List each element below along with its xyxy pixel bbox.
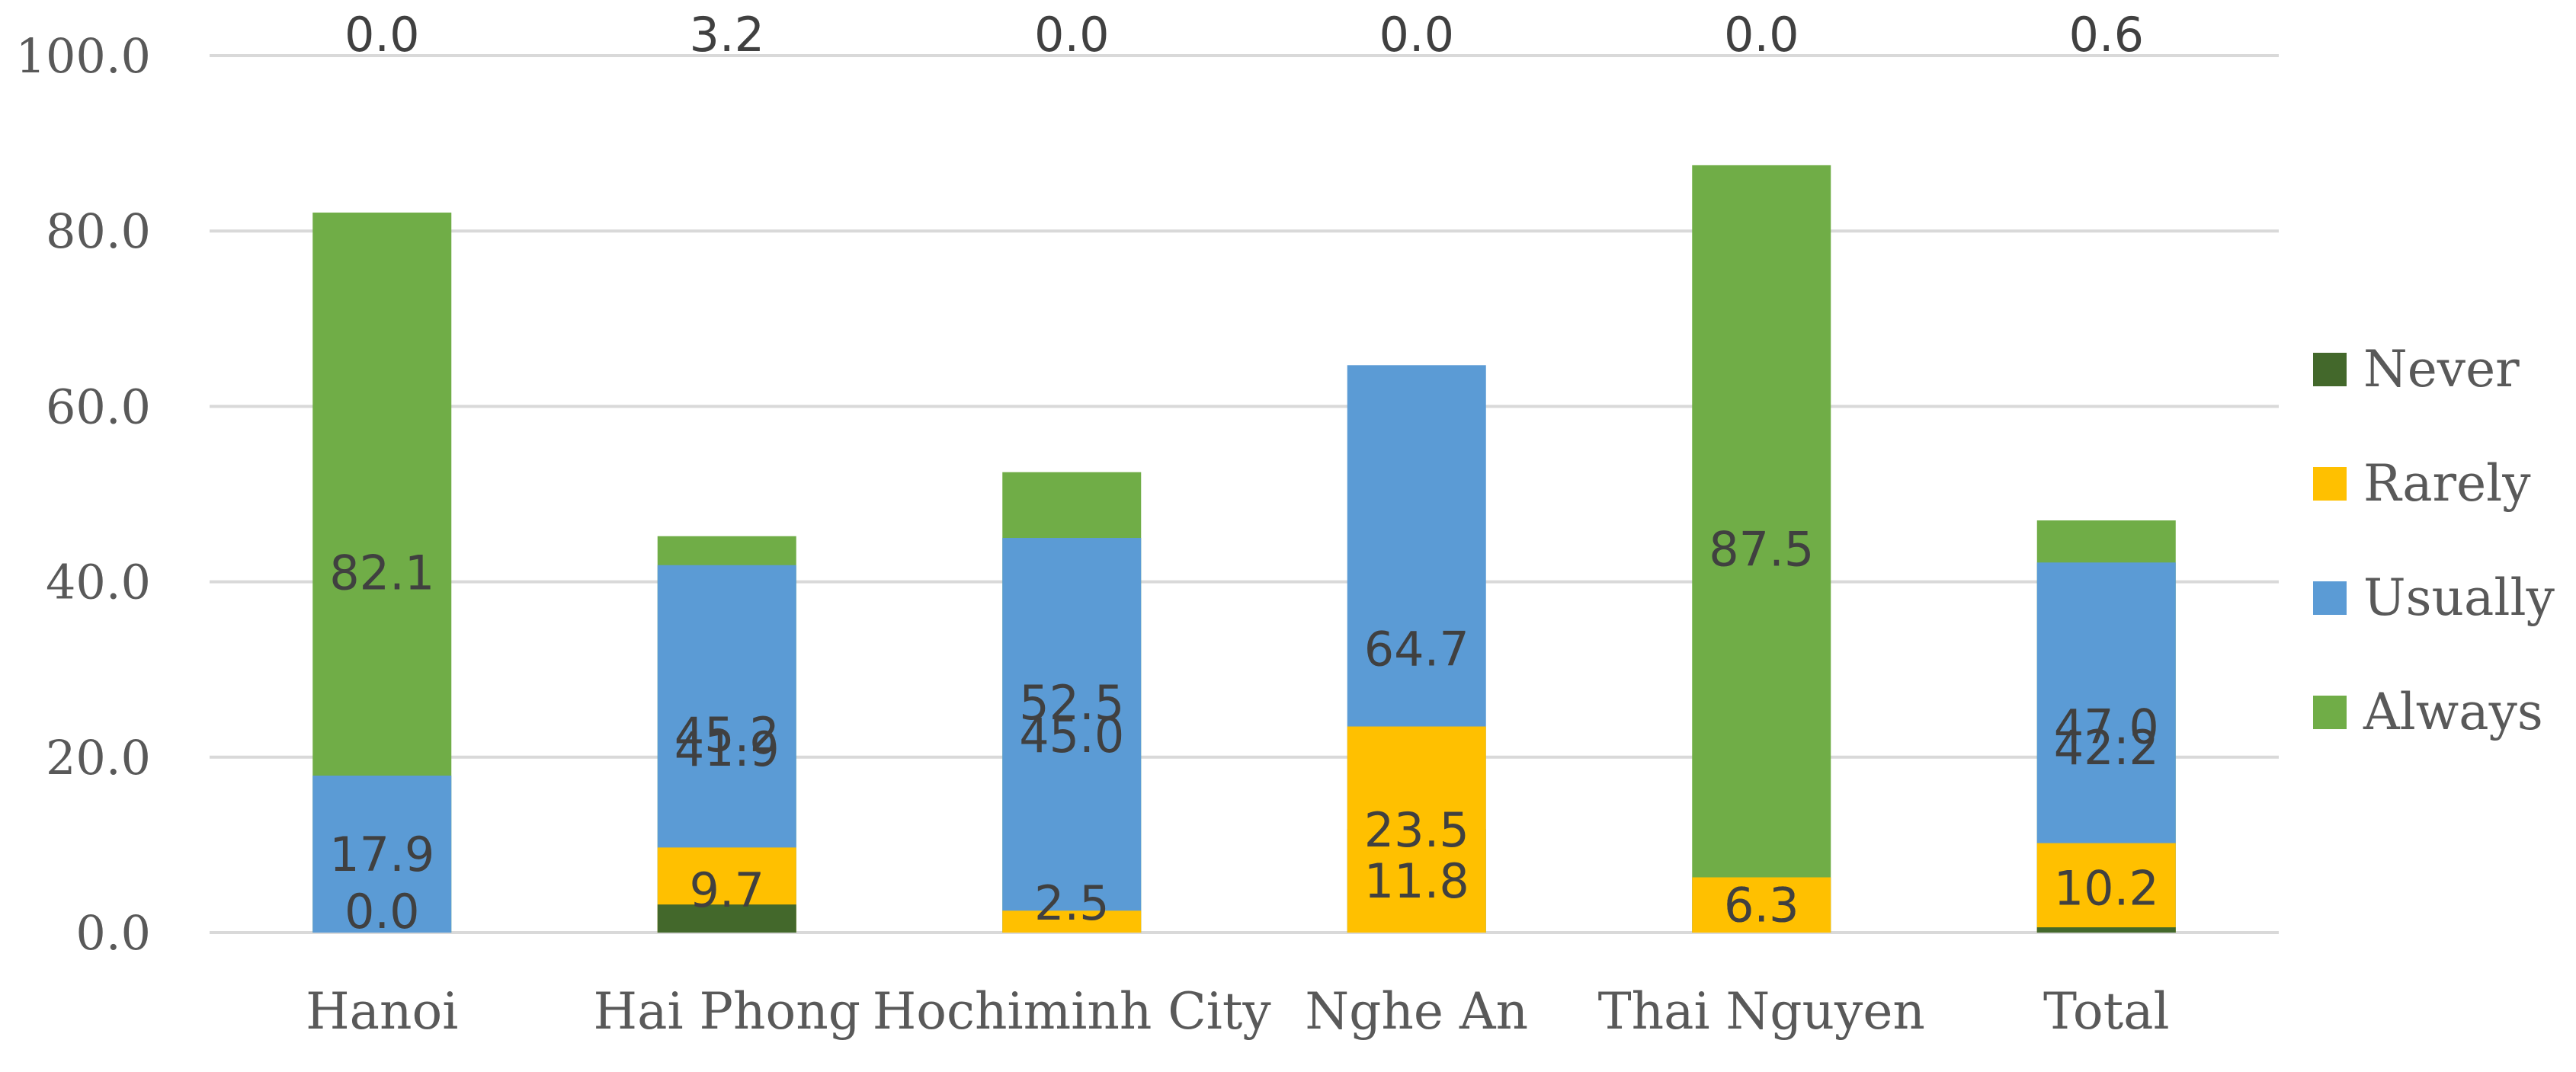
- y-tick-label: 20.0: [46, 730, 151, 786]
- bar-rarely-5: [2036, 843, 2176, 933]
- x-tick-label: Nghe An: [1305, 982, 1528, 1041]
- data-label-rarely-0: 0.0: [344, 884, 420, 939]
- data-label-usually-0: 17.9: [329, 827, 434, 882]
- bar-rarely-2: [1002, 910, 1142, 933]
- x-tick-label: Hochiminh City: [873, 982, 1272, 1041]
- bar-usually-0: [312, 775, 452, 933]
- data-label-rarely-2: 2.5: [1034, 875, 1110, 931]
- data-label-usually-4: 6.3: [1724, 878, 1799, 933]
- gridlines: [210, 54, 2279, 934]
- y-tick-label: 60.0: [46, 379, 151, 434]
- data-label-rarely-4: 6.3: [1724, 878, 1799, 933]
- data-label-always-2: 52.5: [1019, 675, 1124, 731]
- data-label-rarely-1: 9.7: [689, 862, 764, 918]
- data-label-rarely-5: 10.2: [2054, 860, 2159, 916]
- bar-always-4: [1692, 165, 1831, 933]
- bar-rarely-4: [1692, 877, 1831, 933]
- legend-label-never: Never: [2363, 340, 2520, 398]
- bar-usually-2: [1002, 538, 1142, 933]
- legend-label-usually: Usually: [2363, 568, 2555, 627]
- legend-swatch-rarely: [2313, 467, 2347, 501]
- data-label-always-4: 87.5: [1709, 521, 1814, 577]
- legend-label-rarely: Rarely: [2363, 454, 2531, 513]
- data-label-usually-3: 64.7: [1364, 622, 1469, 677]
- legend-swatch-never: [2313, 353, 2347, 386]
- x-tick-label: Total: [2043, 982, 2170, 1041]
- bars: [312, 165, 2176, 933]
- bar-never-1: [657, 904, 796, 933]
- y-tick-label: 40.0: [46, 555, 151, 610]
- data-label-always-1: 45.2: [674, 707, 780, 763]
- legend-swatch-usually: [2313, 581, 2347, 615]
- data-label-always-0: 82.1: [329, 546, 434, 601]
- data-label-never-4: 0.0: [1724, 7, 1799, 62]
- data-label-usually-5: 42.2: [2054, 720, 2159, 776]
- data-label-never-5: 0.6: [2068, 7, 2144, 62]
- x-tick-label: Hai Phong: [594, 982, 860, 1041]
- x-tick-label: Hanoi: [306, 982, 458, 1041]
- data-label-usually-1: 41.9: [674, 722, 780, 777]
- data-label-usually-2: 45.0: [1019, 708, 1124, 763]
- x-tick-label: Thai Nguyen: [1598, 982, 1925, 1041]
- data-label-never-3: 0.0: [1379, 7, 1454, 62]
- legend-label-always: Always: [2363, 683, 2543, 741]
- data-label-never-2: 0.0: [1034, 7, 1110, 62]
- y-tick-label: 80.0: [46, 203, 151, 259]
- y-tick-label: 100.0: [16, 28, 152, 84]
- data-label-never-0: 0.0: [344, 7, 420, 62]
- y-tick-label: 0.0: [75, 905, 151, 961]
- bar-never-5: [2036, 927, 2176, 933]
- data-label-always-3: 11.8: [1364, 853, 1469, 909]
- data-labels: 82.117.90.00.045.241.99.73.252.545.02.50…: [329, 7, 2159, 939]
- bar-rarely-3: [1347, 726, 1486, 933]
- legend-swatch-always: [2313, 696, 2347, 729]
- data-label-always-5: 47.0: [2054, 699, 2159, 755]
- y-axis: 0.0 20.0 40.0 60.0 80.0 100.0: [16, 28, 152, 961]
- legend: Never Rarely Usually Always: [2313, 340, 2555, 741]
- data-label-rarely-3: 23.5: [1364, 802, 1469, 858]
- x-axis: Hanoi Hai Phong Hochiminh City Nghe An Thai …: [306, 982, 2169, 1041]
- data-label-never-1: 3.2: [689, 7, 764, 62]
